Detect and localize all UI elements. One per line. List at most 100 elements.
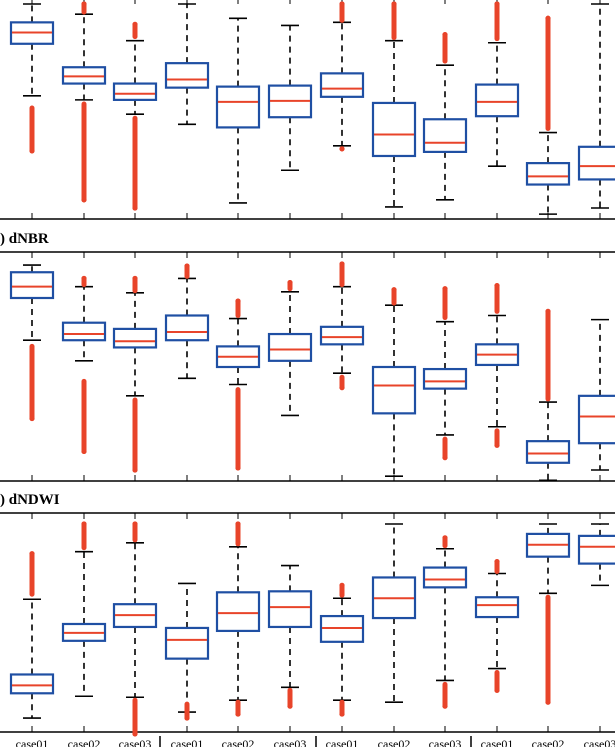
upper-outliers-point	[494, 1, 500, 7]
x-tick-label: case02	[68, 737, 101, 747]
panel-frame	[0, 512, 615, 733]
upper-outliers-point	[545, 15, 551, 21]
upper-outliers-point	[132, 21, 138, 27]
box-2	[61, 275, 107, 455]
box-12	[577, 3, 615, 209]
iqr-box	[112, 327, 158, 349]
lower-outliers-point	[29, 148, 35, 154]
panel-frame	[0, 251, 615, 482]
box-5	[215, 17, 261, 204]
x-tick-label: case01	[171, 737, 204, 747]
iqr-box	[577, 394, 615, 445]
lower-outliers-point	[132, 205, 138, 211]
box-8	[371, 523, 417, 704]
lower-outliers-point	[339, 385, 345, 391]
box-9	[422, 286, 468, 461]
panel-dndwi-boxplots	[0, 512, 615, 737]
iqr-box	[215, 85, 261, 129]
iqr-box	[474, 83, 520, 118]
iqr-box	[112, 82, 158, 101]
box-3	[112, 275, 158, 473]
upper-outliers-point	[442, 535, 448, 541]
upper-outliers-point	[339, 261, 345, 267]
lower-outliers-point	[29, 415, 35, 422]
iqr-box	[61, 66, 107, 85]
iqr-box	[215, 591, 261, 633]
x-tick-label: case02	[532, 737, 565, 747]
box-1	[9, 3, 55, 154]
upper-outliers-point	[494, 283, 500, 289]
box-2	[61, 521, 107, 698]
upper-outliers-point	[287, 279, 293, 286]
upper-outliers-point	[81, 275, 87, 282]
upper-outliers-point	[81, 521, 87, 527]
lower-outliers-point	[287, 703, 293, 709]
panel-ndvi-boxplots	[0, 0, 615, 220]
lower-outliers-point	[545, 699, 551, 705]
iqr-box	[525, 440, 571, 464]
box-6	[267, 564, 313, 709]
iqr-box	[164, 626, 210, 660]
x-tick-label: case03	[119, 737, 152, 747]
panel-dnbr-boxplots	[0, 251, 615, 482]
iqr-box	[61, 321, 107, 342]
box-3	[112, 21, 158, 211]
box-7	[319, 1, 365, 152]
upper-outliers-point	[184, 263, 190, 269]
lower-outliers-point	[235, 465, 241, 471]
box-10	[474, 1, 520, 167]
box-10	[474, 559, 520, 693]
iqr-box	[422, 367, 468, 390]
box-9	[422, 535, 468, 709]
box-10	[474, 283, 520, 448]
box-12	[577, 523, 615, 587]
panel-title-dnbr: ) dNBR	[0, 231, 49, 247]
upper-outliers-point	[339, 582, 345, 588]
box-8	[371, 287, 417, 477]
box-5	[215, 298, 261, 471]
lower-outliers-point	[494, 442, 500, 448]
lower-outliers-point	[81, 448, 87, 455]
lower-outliers-point	[132, 467, 138, 473]
x-tick-label: case03	[584, 737, 615, 747]
lower-outliers-point	[235, 711, 241, 717]
iqr-box	[422, 118, 468, 154]
box-11	[525, 523, 571, 705]
upper-outliers-point	[132, 521, 138, 527]
box-9	[422, 31, 468, 201]
panel-2-header: ) dNBR	[0, 231, 49, 247]
iqr-box	[474, 596, 520, 619]
x-tick-label: case03	[274, 737, 307, 747]
upper-outliers-point	[545, 308, 551, 314]
iqr-box	[422, 566, 468, 589]
lower-outliers-point	[339, 711, 345, 717]
box-8	[371, 1, 417, 208]
iqr-box	[319, 325, 365, 346]
box-7	[319, 582, 365, 717]
upper-outliers-point	[29, 551, 35, 557]
box-4	[164, 3, 210, 126]
lower-outliers-point	[442, 455, 448, 461]
iqr-box	[267, 332, 313, 362]
upper-outliers-point	[442, 286, 448, 292]
iqr-box	[164, 62, 210, 89]
upper-outliers-point	[235, 521, 241, 527]
upper-outliers-point	[442, 31, 448, 38]
box-3	[112, 521, 158, 737]
iqr-box	[267, 590, 313, 629]
iqr-box	[9, 271, 55, 300]
box-1	[9, 264, 55, 422]
upper-outliers-point	[132, 275, 138, 282]
iqr-box	[371, 365, 417, 415]
lower-outliers-point	[81, 197, 87, 203]
box-6	[267, 24, 313, 172]
lower-outliers-point	[339, 146, 345, 152]
iqr-box	[525, 162, 571, 186]
box-5	[215, 521, 261, 717]
x-tick-label: case01	[481, 737, 514, 747]
box-7	[319, 261, 365, 391]
iqr-box	[577, 534, 615, 565]
upper-outliers-point	[494, 559, 500, 565]
box-12	[577, 318, 615, 471]
